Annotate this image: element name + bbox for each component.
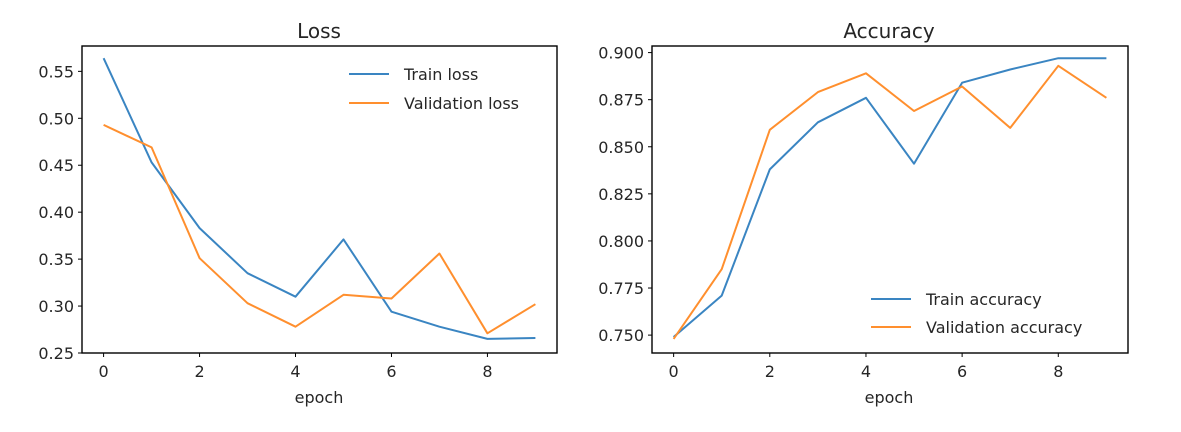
accuracy-ytick-label-3: 0.825 <box>598 185 644 204</box>
series-line-validation-loss <box>103 123 536 335</box>
accuracy-xtick-label-0: 0 <box>669 362 679 381</box>
accuracy-chart: Accuracy 0 2 4 6 80.7500.7750.8000.8250.8500… <box>598 19 1129 407</box>
accuracy-ytick-label-4: 0.850 <box>598 138 644 157</box>
accuracy-chart-legend: Train accuracy Validation accuracy <box>871 290 1082 337</box>
loss-ytick-label-3: 0.40 <box>38 203 74 222</box>
loss-xtick-label-3: 6 <box>386 362 396 381</box>
loss-chart-xlabel: epoch <box>295 388 344 407</box>
accuracy-xtick-label-2: 4 <box>861 362 871 381</box>
loss-xtick-label-0: 0 <box>98 362 108 381</box>
legend-label-validation-loss: Validation loss <box>404 94 519 113</box>
accuracy-xtick-label-1: 2 <box>765 362 775 381</box>
accuracy-chart-xlabel: epoch <box>865 388 914 407</box>
accuracy-chart-frame <box>651 45 1129 354</box>
accuracy-ytick-label-5: 0.875 <box>598 91 644 110</box>
series-line-train-accuracy <box>672 57 1107 338</box>
loss-xtick-label-4: 8 <box>482 362 492 381</box>
accuracy-ytick-label-2: 0.800 <box>598 232 644 251</box>
loss-chart-legend: Train loss Validation loss <box>349 65 519 113</box>
loss-chart-frame <box>81 45 558 354</box>
accuracy-ytick-label-6: 0.900 <box>598 44 644 63</box>
loss-ytick-label-6: 0.55 <box>38 62 74 81</box>
loss-chart-ticks: 0 2 4 6 8 0.25 0.30 0.35 0.40 0.45 0.50 0.55 <box>38 62 492 381</box>
loss-xtick-label-2: 4 <box>290 362 300 381</box>
series-line-train-loss <box>102 57 536 340</box>
series-line-validation-accuracy <box>672 64 1107 340</box>
loss-ytick-label-5: 0.50 <box>38 109 74 128</box>
legend-label-train-loss: Train loss <box>403 65 478 84</box>
legend-label-validation-accuracy: Validation accuracy <box>926 318 1082 337</box>
loss-ytick-label-1: 0.30 <box>38 297 74 316</box>
loss-xtick-label-1: 2 <box>194 362 204 381</box>
accuracy-xtick-label-3: 6 <box>957 362 967 381</box>
accuracy-ytick-label-1: 0.775 <box>598 279 644 298</box>
accuracy-chart-ticks: 0 2 4 6 8 0.750 0.775 0.800 0.825 0.850 0.875 0.900 <box>598 44 1063 381</box>
loss-chart: Loss 0 2 4 6 8 0.25 0.30 0.35 0.40 0.45 0.50 0.55 e… <box>38 19 558 407</box>
loss-ytick-label-0: 0.25 <box>38 344 74 363</box>
legend-label-train-accuracy: Train accuracy <box>925 290 1042 309</box>
accuracy-chart-series <box>672 57 1107 340</box>
accuracy-xtick-label-4: 8 <box>1053 362 1063 381</box>
loss-ytick-label-4: 0.45 <box>38 156 74 175</box>
loss-chart-title: Loss <box>297 19 341 43</box>
loss-chart-series <box>102 57 536 340</box>
loss-ytick-label-2: 0.35 <box>38 250 74 269</box>
accuracy-chart-title: Accuracy <box>843 19 934 43</box>
accuracy-ytick-label-0: 0.750 <box>598 326 644 345</box>
